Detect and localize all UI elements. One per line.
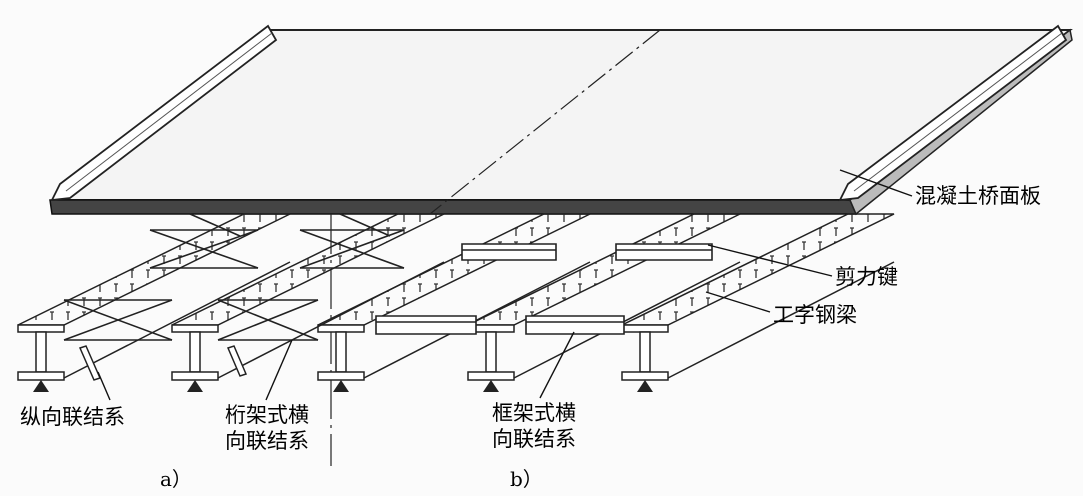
label-frame-cross-bracing-line2: 向联结系 bbox=[492, 427, 576, 451]
leader-lines bbox=[97, 169, 913, 401]
label-truss-cross-bracing-line1: 桁架式横 bbox=[225, 403, 309, 427]
label-part-a: a） bbox=[160, 467, 192, 491]
label-longitudinal-bracing: 纵向联结系 bbox=[20, 405, 125, 429]
bearings bbox=[33, 380, 653, 392]
label-shear-connector: 剪力键 bbox=[835, 265, 898, 289]
truss-cross-bracing bbox=[63, 213, 405, 341]
label-i-beam: 工字钢梁 bbox=[773, 303, 857, 327]
label-truss-cross-bracing-line2: 向联结系 bbox=[225, 429, 309, 453]
section-divider-line bbox=[429, 29, 661, 215]
label-part-b: b） bbox=[510, 467, 543, 491]
i-beam-girders bbox=[17, 213, 895, 381]
label-concrete-deck-slab: 混凝土桥面板 bbox=[915, 184, 1041, 208]
concrete-deck-slab bbox=[49, 24, 1073, 216]
label-frame-cross-bracing-line1: 框架式横 bbox=[492, 401, 576, 425]
frame-cross-bracing bbox=[375, 243, 713, 335]
longitudinal-bracing bbox=[78, 345, 248, 381]
